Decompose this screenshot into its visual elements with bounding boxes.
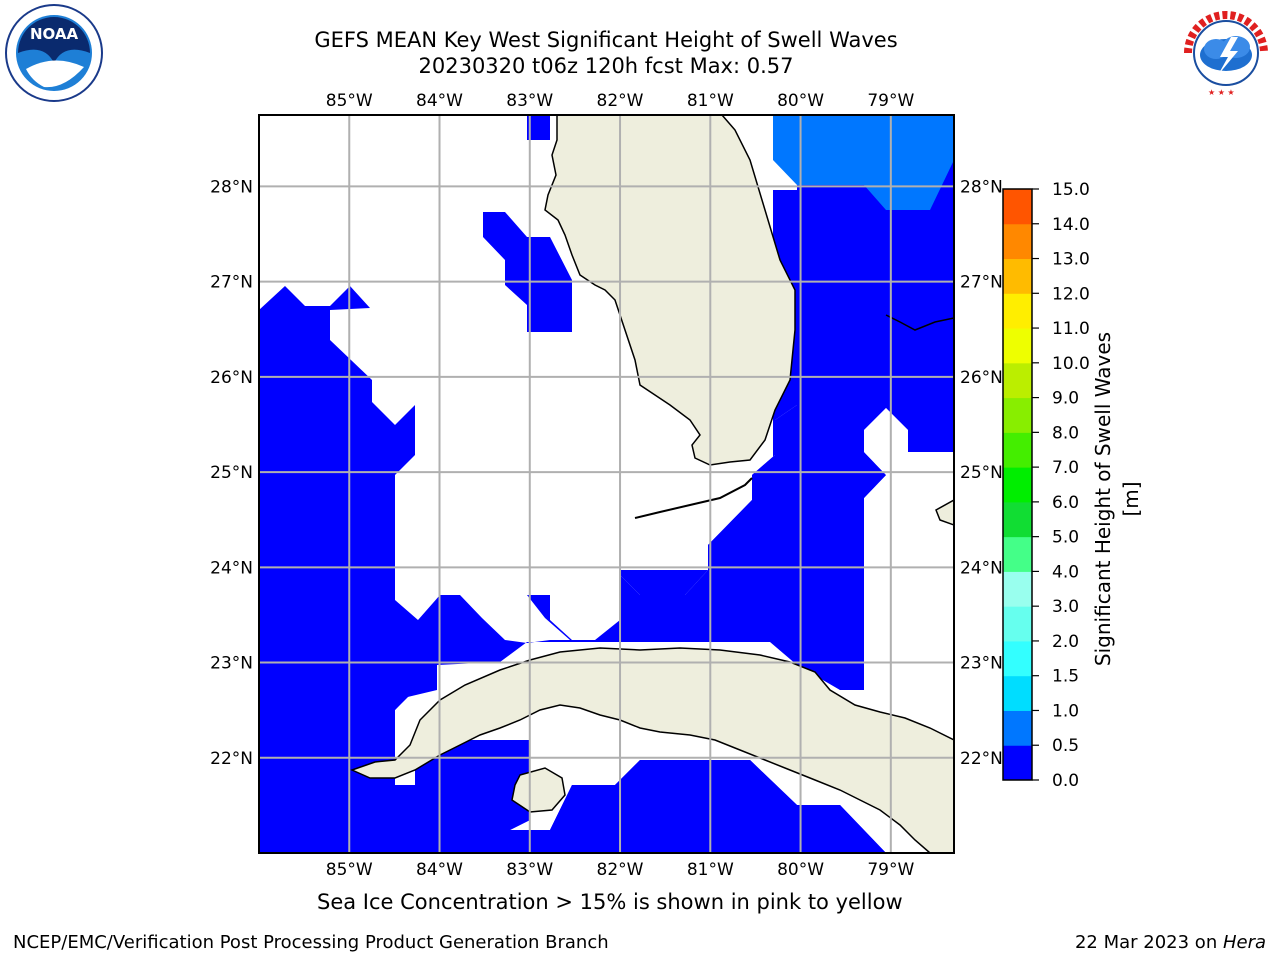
lat-label-right: 25°N <box>960 463 1003 483</box>
footer-credit: NCEP/EMC/Verification Post Processing Pr… <box>13 932 609 953</box>
land-keys <box>634 477 753 519</box>
lat-label-left: 27°N <box>210 273 253 293</box>
colorbar-tick-label: 1.0 <box>1052 701 1079 721</box>
lon-label-top: 85°W <box>326 91 373 111</box>
colorbar-frame <box>1002 188 1033 781</box>
colorbar-segment <box>1003 675 1032 711</box>
colorbar-segment <box>1003 745 1032 781</box>
colorbar-segment <box>1003 223 1032 260</box>
map-frame <box>258 114 955 854</box>
colorbar-segment <box>1003 606 1032 642</box>
colorbar-tick-label: 13.0 <box>1052 250 1090 270</box>
noaa-logo: NOAA <box>4 3 104 107</box>
svg-text:NOAA: NOAA <box>30 25 79 43</box>
colorbar-tick-label: 11.0 <box>1052 319 1090 339</box>
lat-label-left: 28°N <box>210 177 253 197</box>
colorbar-tick-label: 7.0 <box>1052 458 1079 478</box>
colorbar-tick-label: 3.0 <box>1052 597 1079 617</box>
lat-label-left: 23°N <box>210 654 253 674</box>
colorbar-tick-label: 9.0 <box>1052 389 1079 409</box>
colorbar-tick-label: 0.5 <box>1052 736 1079 756</box>
svg-text:★ ★ ★: ★ ★ ★ <box>1208 88 1235 97</box>
lon-label-top: 80°W <box>777 91 824 111</box>
colorbar-segment <box>1003 571 1032 607</box>
footer-date: 22 Mar 2023 on Hera <box>1075 932 1266 953</box>
colorbar-segment <box>1003 710 1032 746</box>
lon-label-bottom: 81°W <box>687 860 734 880</box>
colorbar-label: Significant Height of Swell Waves [m] <box>1091 331 1143 667</box>
colorbar-tick-label: 1.5 <box>1052 667 1079 687</box>
calm-area <box>864 408 954 475</box>
lon-label-top: 84°W <box>416 91 463 111</box>
colorbar-segment <box>1003 432 1032 468</box>
lon-label-bottom: 84°W <box>416 860 463 880</box>
colorbar-tick-label: 2.0 <box>1052 632 1079 652</box>
colorbar-segment <box>1003 640 1032 677</box>
colorbar-tick-label: 0.0 <box>1052 771 1079 791</box>
colorbar-tick-label: 10.0 <box>1052 354 1090 374</box>
lon-label-top: 83°W <box>506 91 553 111</box>
lon-label-bottom: 82°W <box>597 860 644 880</box>
sea-ice-note: Sea Ice Concentration > 15% is shown in … <box>317 890 903 914</box>
map-panel <box>259 115 954 853</box>
colorbar-segment <box>1003 362 1032 399</box>
colorbar: 15.0 14.0 13.0 12.0 11.0 10.0 9.0 8.0 7.0 6.0 5.0 4… <box>1002 180 1090 791</box>
chart-subtitle: 20230320 t06z 120h fcst Max: 0.57 <box>418 54 794 78</box>
lon-label-top: 82°W <box>597 91 644 111</box>
lat-label-right: 23°N <box>960 654 1003 674</box>
colorbar-segment <box>1003 189 1032 225</box>
colorbar-segment <box>1003 293 1032 329</box>
colorbar-tick-label: 8.0 <box>1052 423 1079 443</box>
colorbar-segment <box>1003 467 1032 503</box>
lon-label-bottom: 83°W <box>506 860 553 880</box>
land-isla-juventud <box>511 767 566 813</box>
lat-label-right: 27°N <box>960 273 1003 293</box>
colorbar-segment <box>1003 501 1032 538</box>
colorbar-tick-label: 6.0 <box>1052 493 1079 513</box>
chart-title: GEFS MEAN Key West Significant Height of… <box>314 28 898 52</box>
land-grand-bahama <box>885 314 954 331</box>
graticule <box>259 115 954 853</box>
colorbar-tick-label: 12.0 <box>1052 284 1090 304</box>
lon-label-top: 81°W <box>687 91 734 111</box>
nws-logo: ★ ★ ★ <box>1176 3 1276 107</box>
lat-label-right: 26°N <box>960 368 1003 388</box>
land-bahamas <box>935 499 954 526</box>
lat-label-right: 28°N <box>960 177 1003 197</box>
lon-label-bottom: 79°W <box>867 860 914 880</box>
lon-label-top: 79°W <box>867 91 914 111</box>
lat-label-left: 26°N <box>210 368 253 388</box>
colorbar-tick-label: 4.0 <box>1052 562 1079 582</box>
lat-label-right: 24°N <box>960 558 1003 578</box>
colorbar-segment <box>1003 258 1032 294</box>
colorbar-tick-label: 15.0 <box>1052 180 1090 200</box>
colorbar-tick-label: 14.0 <box>1052 215 1090 235</box>
lat-label-right: 22°N <box>960 749 1003 769</box>
lon-label-bottom: 80°W <box>777 860 824 880</box>
footer-date-text: 22 Mar 2023 on <box>1074 932 1223 953</box>
colorbar-segment <box>1003 397 1032 433</box>
colorbar-segment <box>1003 536 1032 572</box>
colorbar-tick-label: 5.0 <box>1052 528 1079 548</box>
footer-host: Hera <box>1222 932 1266 953</box>
lon-label-bottom: 85°W <box>326 860 373 880</box>
lat-label-left: 24°N <box>210 558 253 578</box>
colorbar-segment <box>1003 328 1032 364</box>
lat-label-left: 25°N <box>210 463 253 483</box>
lat-label-left: 22°N <box>210 749 253 769</box>
